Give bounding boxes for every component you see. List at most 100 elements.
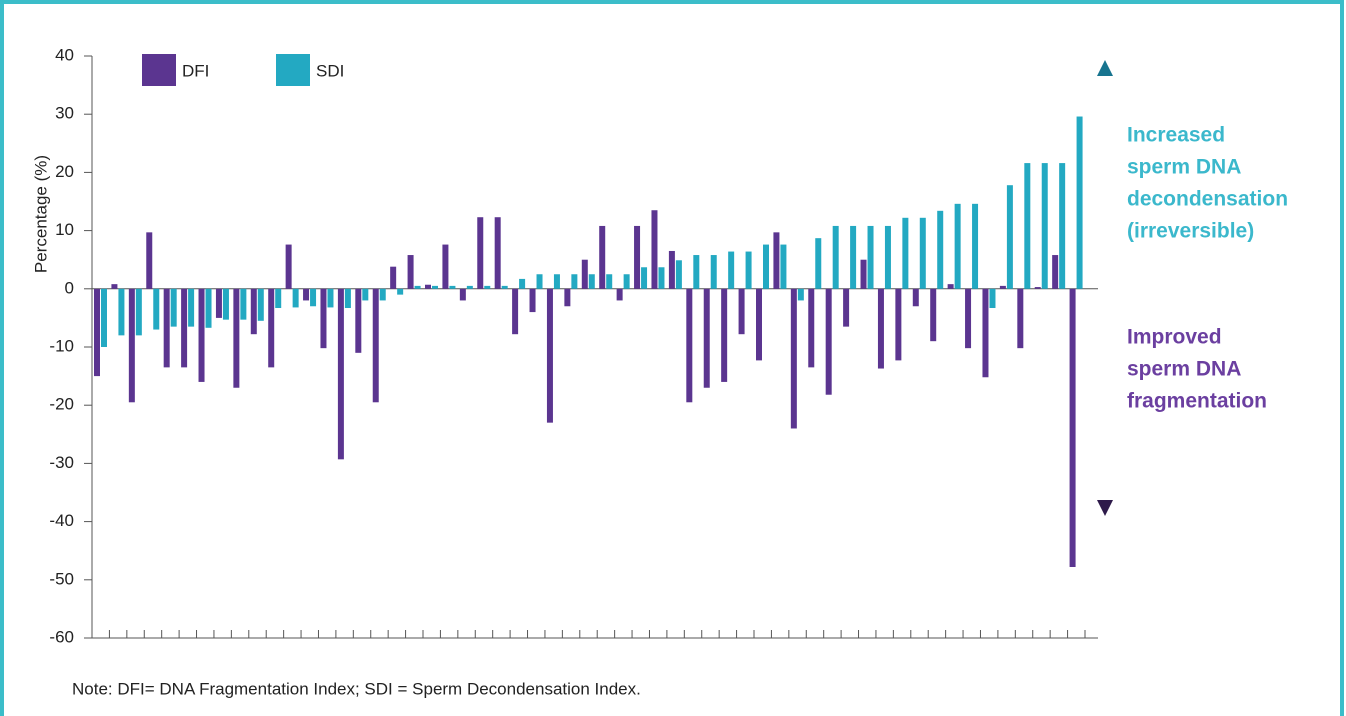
bar [553, 274, 560, 289]
bar [327, 288, 334, 308]
bar [703, 288, 710, 388]
bar [912, 288, 919, 307]
bar [222, 288, 229, 320]
bar [930, 288, 937, 342]
bar [599, 225, 606, 289]
bar [902, 217, 909, 289]
bar [867, 225, 874, 289]
bar [432, 285, 438, 289]
annotation: sperm DNA [1127, 156, 1241, 179]
bar [407, 255, 414, 289]
bar [250, 288, 257, 335]
bar [181, 288, 188, 368]
bar [877, 288, 884, 369]
bar [275, 288, 282, 309]
annotation: sperm DNA [1127, 358, 1241, 381]
bar [268, 288, 275, 368]
bar [101, 288, 107, 347]
legend-label: DFI [182, 61, 209, 80]
y-tick-label: -10 [49, 336, 74, 355]
y-tick-label: 40 [55, 45, 74, 64]
bar [1034, 287, 1041, 289]
bar [205, 288, 212, 328]
bar [606, 274, 613, 289]
bar [529, 288, 536, 313]
bar [675, 260, 682, 289]
bar [379, 288, 386, 301]
bar [1041, 163, 1048, 289]
y-tick-label: -20 [49, 395, 74, 414]
bar [651, 210, 658, 289]
bar [146, 232, 153, 289]
bar [320, 288, 327, 349]
bar [825, 288, 832, 395]
bar [850, 225, 857, 289]
bar [292, 288, 299, 308]
legend-label: SDI [316, 61, 344, 80]
arrow-head-up [1097, 60, 1113, 76]
bar [459, 288, 466, 301]
bar [947, 284, 954, 289]
bar [999, 285, 1006, 289]
bar [153, 288, 160, 330]
bar [982, 288, 989, 378]
bar [1017, 288, 1024, 349]
bar [1052, 255, 1059, 289]
bar [484, 285, 491, 289]
bar [310, 288, 317, 307]
bar [215, 288, 222, 318]
bar [170, 288, 177, 327]
bar [477, 217, 484, 289]
bar [362, 288, 369, 301]
annotation: (irreversible) [1127, 220, 1254, 243]
bar [616, 288, 623, 301]
bar [1006, 185, 1013, 289]
y-tick-label: -60 [49, 627, 74, 646]
bar [303, 288, 310, 301]
bar [658, 267, 665, 289]
annotation: fragmentation [1127, 390, 1267, 413]
bar [686, 288, 693, 403]
bar [815, 238, 822, 289]
bar [756, 288, 762, 361]
bar [728, 251, 735, 289]
y-tick-label: -50 [49, 569, 74, 588]
bar [344, 288, 351, 309]
bar [843, 288, 850, 327]
bar [972, 203, 979, 289]
y-tick-label: 10 [55, 220, 74, 239]
bar [449, 285, 456, 289]
bar [763, 244, 769, 289]
bar [425, 284, 431, 289]
bar [519, 278, 526, 289]
bar [571, 274, 578, 289]
bar [163, 288, 170, 368]
note: Note: DFI= DNA Fragmentation Index; SDI … [72, 679, 641, 698]
bar [414, 285, 421, 289]
annotation: decondensation [1127, 188, 1288, 211]
bar [494, 217, 501, 289]
bar [721, 288, 728, 382]
legend-swatch [276, 54, 310, 86]
bar [442, 244, 449, 289]
bar [738, 288, 745, 335]
y-tick-label: 0 [65, 278, 74, 297]
bar [860, 259, 867, 289]
bar [240, 288, 247, 320]
bar [188, 288, 195, 327]
y-axis-label: Percentage (%) [31, 155, 50, 273]
bar [198, 288, 205, 382]
bar [773, 232, 780, 289]
y-tick-label: -40 [49, 511, 74, 530]
y-tick-label: -30 [49, 453, 74, 472]
bar [780, 244, 787, 289]
legend-swatch [142, 54, 176, 86]
y-tick-label: 20 [55, 162, 74, 181]
bar [588, 274, 595, 289]
bar [397, 288, 404, 295]
bar [965, 288, 972, 349]
bar [111, 284, 118, 289]
bar [895, 288, 902, 361]
